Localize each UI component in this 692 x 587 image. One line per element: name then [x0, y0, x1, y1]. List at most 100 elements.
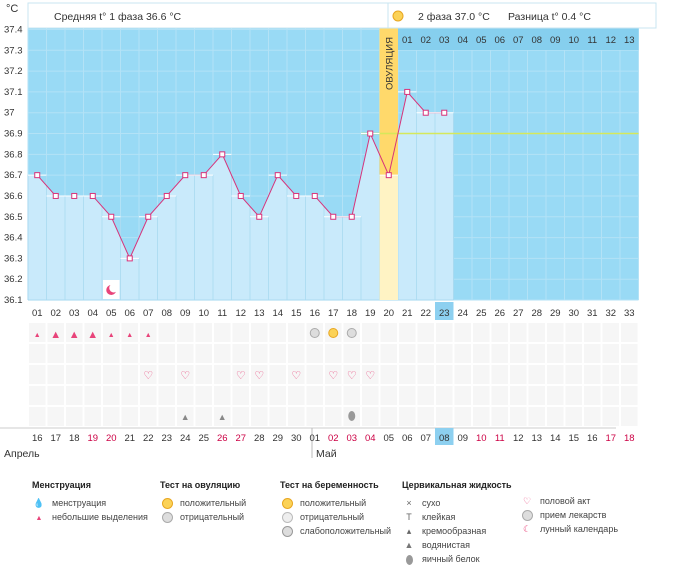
x-tick-label: 32 — [605, 308, 616, 319]
row-cell — [177, 365, 194, 384]
moon-icon: ☾ — [522, 524, 532, 534]
calendar-date: 04 — [365, 433, 376, 444]
temperature-point — [256, 213, 263, 220]
temperature-point — [219, 151, 226, 158]
row-cell — [528, 344, 545, 363]
row-cell — [29, 323, 46, 342]
row-cell — [473, 407, 490, 426]
row-cell — [399, 323, 416, 342]
row-cell — [177, 407, 194, 426]
x-tick-label: 23 — [439, 308, 450, 319]
row-cell — [140, 365, 157, 384]
phase2-day-label: 10 — [568, 35, 579, 46]
row-cell — [29, 365, 46, 384]
calendar-date: 25 — [198, 433, 209, 444]
negative-test-icon — [346, 328, 357, 338]
phase2-day-label: 06 — [494, 35, 505, 46]
row-cell — [362, 407, 379, 426]
month-may: Май — [316, 448, 337, 460]
calendar-date: 13 — [531, 433, 542, 444]
row-cell — [380, 407, 397, 426]
row-cell — [325, 386, 342, 405]
row-cell — [399, 365, 416, 384]
row-cell — [103, 344, 120, 363]
y-axis-ticks: 37.4 37.3 37.2 37.1 37 36.9 36.8 36.7 36.6 36.5 36… — [4, 25, 23, 307]
row-cell — [454, 323, 471, 342]
legend-title: Менструация — [32, 480, 91, 490]
temperature-point — [145, 213, 152, 220]
current-day-highlight — [435, 302, 454, 320]
row-cell — [491, 407, 508, 426]
legend-item: отрицательный — [180, 512, 245, 522]
phase2-day-label: 11 — [587, 35, 597, 46]
calendar-date: 30 — [291, 433, 302, 444]
x-tick-label: 15 — [291, 308, 302, 319]
phase2-day-label: 09 — [550, 35, 561, 46]
calendar-date: 16 — [587, 433, 598, 444]
temperature-point — [367, 130, 374, 137]
calendar-date: 11 — [495, 433, 505, 444]
temperature-point — [71, 192, 78, 199]
phase1-box — [27, 2, 389, 29]
temperature-difference: Разница t° 0.4 °C — [508, 11, 591, 23]
temperature-point — [200, 172, 207, 179]
row-cell — [325, 344, 342, 363]
row-cell — [251, 344, 268, 363]
phase2-day-label: 02 — [420, 35, 431, 46]
phase2-day-label: 07 — [513, 35, 524, 46]
symptom-rows: ▲ ▲ ▲ ▲ ▲ ▲ ▲ ♡ ♡ ♡ ♡ ♡ ♡ ♡ ♡ ▲ ▲ — [28, 280, 639, 427]
x-tick-label: 12 — [235, 308, 246, 319]
light-bleeding-icon: ▲ — [108, 332, 115, 339]
calendar-date: 18 — [624, 433, 635, 444]
row-cell — [195, 407, 212, 426]
row-cell — [362, 323, 379, 342]
temperature-point — [385, 172, 392, 179]
row-cell — [121, 344, 138, 363]
row-cell — [436, 323, 453, 342]
x-tick-label: 21 — [402, 308, 413, 319]
row-cell — [29, 386, 46, 405]
heart-icon: ♡ — [143, 370, 153, 382]
legend-item: отрицательный — [300, 512, 365, 522]
row-cell — [232, 344, 249, 363]
row-cell — [454, 344, 471, 363]
x-tick-label: 31 — [587, 308, 598, 319]
row-cell — [269, 386, 286, 405]
row-cell — [584, 323, 601, 342]
phase2-day-label: 12 — [605, 35, 616, 46]
row-cell — [362, 344, 379, 363]
row-cell — [288, 386, 305, 405]
temperature-point — [311, 192, 318, 199]
row-cell — [214, 323, 231, 342]
row-cell — [232, 407, 249, 426]
legend-item: половой акт — [540, 496, 591, 506]
temperature-point — [89, 192, 96, 199]
row-cell — [214, 365, 231, 384]
moon-icon-mask — [109, 283, 119, 293]
row-cell — [214, 386, 231, 405]
y-tick-label: 37.3 — [4, 45, 23, 56]
y-tick-label: 36.3 — [4, 253, 23, 264]
calendar-date: 02 — [328, 433, 339, 444]
row-cell — [29, 407, 46, 426]
month-april: Апрель — [4, 448, 40, 460]
calendar-date: 08 — [439, 433, 450, 444]
row-cell — [436, 365, 453, 384]
x-tick-label: 25 — [476, 308, 487, 319]
row-cell — [232, 386, 249, 405]
legend-menstruation: Менструация 💧 менструация ▲ небольшие выде… — [32, 480, 148, 524]
watery-icon: ▲ — [404, 540, 414, 550]
row-cell — [417, 344, 434, 363]
x-tick-label: 26 — [494, 308, 505, 319]
row-cell — [121, 407, 138, 426]
row-cell — [621, 407, 638, 426]
row-cell — [140, 344, 157, 363]
row-cell — [47, 386, 64, 405]
row-cell — [491, 344, 508, 363]
temperature-point — [34, 172, 41, 179]
row-cell — [380, 365, 397, 384]
calendar-date: 10 — [476, 433, 487, 444]
dry-icon: × — [406, 498, 412, 508]
creamy-icon: ▴ — [406, 526, 412, 536]
row-cell — [547, 407, 564, 426]
